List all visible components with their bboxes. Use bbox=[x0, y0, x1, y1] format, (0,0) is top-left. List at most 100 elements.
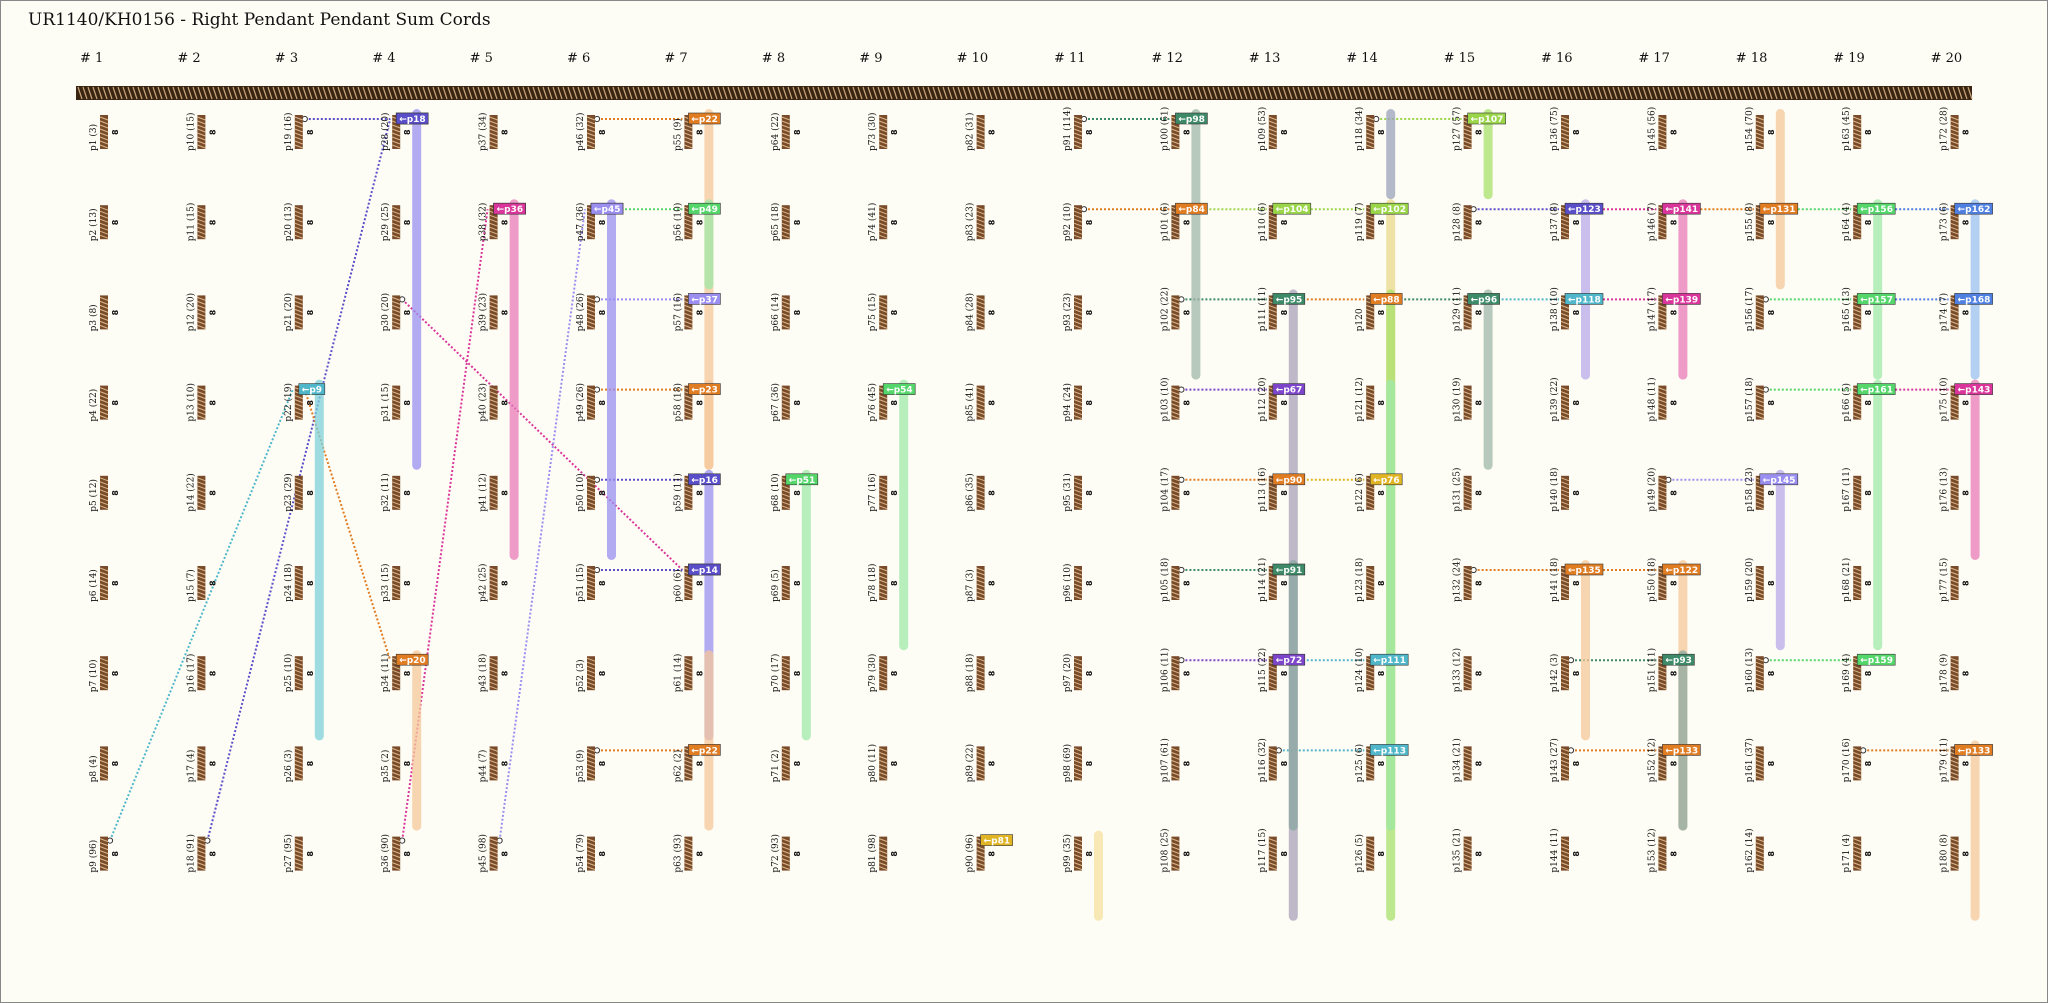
cord-hatch bbox=[1366, 497, 1375, 502]
cord-hatch bbox=[197, 681, 206, 686]
primary-hatch bbox=[277, 86, 283, 100]
cord-hatch bbox=[586, 214, 596, 219]
sum-tag-label: ←p91 bbox=[1276, 566, 1303, 576]
sum-tag: ←p123 bbox=[1564, 202, 1604, 215]
cord-hatch bbox=[1853, 226, 1862, 231]
cord-hatch bbox=[99, 320, 109, 325]
cord-label: p168 (21) bbox=[1841, 558, 1852, 602]
cord-hatch bbox=[1073, 387, 1083, 392]
sum-bar bbox=[1970, 199, 1980, 380]
cord-hatch bbox=[1463, 850, 1472, 855]
cord-body bbox=[1853, 475, 1862, 510]
cord-label: p145 (56) bbox=[1646, 107, 1657, 151]
sum-bar bbox=[509, 199, 519, 560]
cord-hatch bbox=[684, 587, 693, 592]
cord-hatch bbox=[1171, 567, 1180, 572]
cord-hatch bbox=[1658, 304, 1667, 309]
cord-hatch bbox=[1171, 124, 1180, 129]
cord-body bbox=[294, 836, 303, 871]
cord-hatch bbox=[489, 685, 498, 690]
cord-hatch bbox=[489, 583, 498, 588]
cord-hatch bbox=[1560, 866, 1570, 871]
pendant-cord: p144 (11) 8 bbox=[1549, 828, 1581, 872]
cord-hatch bbox=[1950, 497, 1959, 502]
cord-label: p73 (30) bbox=[867, 112, 878, 151]
pendant-cord: p18 (91) 8 bbox=[185, 834, 217, 873]
sum-tag-label: ←p123 bbox=[1568, 205, 1601, 215]
cord-hatch bbox=[879, 403, 888, 408]
cord-label: p146 (7) bbox=[1646, 203, 1657, 242]
cord-mark: 8 bbox=[1962, 580, 1971, 586]
cord-hatch bbox=[1853, 665, 1862, 670]
primary-hatch bbox=[1042, 86, 1048, 100]
pendant-cord: p178 (9) 8 bbox=[1939, 654, 1971, 693]
cord-hatch bbox=[1463, 755, 1472, 760]
primary-hatch bbox=[852, 86, 858, 100]
cord-hatch bbox=[1560, 391, 1570, 396]
group-labels: # 1 # 2 # 3 # 4 # 5 # 6 # 7 # 8 # 9 # 10 # 11 # 12 #… bbox=[80, 51, 1962, 66]
cord-label: p10 (15) bbox=[185, 112, 196, 151]
cord-hatch bbox=[1658, 842, 1667, 847]
primary-hatch bbox=[362, 86, 368, 100]
cord-hatch bbox=[1268, 230, 1277, 235]
sum-tag-box bbox=[1369, 653, 1409, 666]
cord-hatch bbox=[1950, 657, 1959, 662]
sum-bar bbox=[1678, 199, 1688, 380]
cord-hatch bbox=[197, 300, 206, 305]
cord-hatch bbox=[879, 312, 888, 317]
cord-hatch bbox=[879, 669, 888, 674]
cord-hatch bbox=[879, 210, 888, 215]
cord-hatch bbox=[1950, 767, 1959, 772]
primary-hatch bbox=[512, 86, 518, 100]
cord-mark: 8 bbox=[695, 490, 704, 496]
pendant-cord: p78 (18) 8 bbox=[867, 563, 899, 602]
cord-hatch bbox=[781, 759, 790, 764]
cord-hatch bbox=[879, 677, 888, 682]
cord-label: p81 (98) bbox=[867, 834, 878, 873]
cord-mark: 8 bbox=[890, 129, 899, 135]
primary-hatch bbox=[607, 86, 613, 100]
cord-label: p30 (20) bbox=[380, 293, 391, 332]
cord-hatch bbox=[586, 759, 596, 764]
cord-hatch bbox=[781, 681, 790, 686]
cord-label: p72 (93) bbox=[770, 834, 781, 873]
cord-mark: 8 bbox=[1182, 400, 1191, 406]
cord-label: p99 (35) bbox=[1062, 834, 1073, 873]
cord-label: p93 (23) bbox=[1062, 293, 1073, 332]
group-label: # 2 bbox=[177, 51, 200, 66]
primary-hatch bbox=[1412, 86, 1418, 100]
cord-hatch bbox=[197, 296, 206, 301]
link-node bbox=[1665, 476, 1672, 483]
sum-tag-box bbox=[1272, 563, 1306, 576]
cord-hatch bbox=[197, 571, 206, 576]
primary-hatch bbox=[1697, 86, 1703, 100]
pendant-cord: p162 (14) 8 bbox=[1744, 828, 1776, 872]
cord-mark: 8 bbox=[695, 219, 704, 225]
sum-bar bbox=[1288, 560, 1298, 831]
primary-hatch bbox=[332, 86, 338, 100]
cord-label: p123 (18) bbox=[1354, 558, 1365, 602]
cord-label: p51 (15) bbox=[575, 563, 586, 602]
cord-hatch bbox=[489, 497, 498, 502]
cord-hatch bbox=[586, 571, 596, 576]
cord-hatch bbox=[294, 763, 303, 768]
cord-body bbox=[1561, 656, 1569, 691]
cord-hatch bbox=[1268, 316, 1277, 321]
cord-hatch bbox=[1853, 842, 1862, 847]
cord-hatch bbox=[1755, 222, 1764, 227]
cord-hatch bbox=[1073, 403, 1083, 408]
cord-body bbox=[392, 385, 401, 420]
cord-mark: 8 bbox=[111, 129, 120, 135]
primary-hatch bbox=[1242, 86, 1248, 100]
cord-mark: 8 bbox=[793, 400, 802, 406]
cord-hatch bbox=[392, 407, 401, 412]
cord-hatch bbox=[1755, 767, 1764, 772]
link-node bbox=[496, 837, 503, 844]
sum-tag: ←p122 bbox=[1662, 563, 1701, 576]
cord-hatch bbox=[879, 415, 888, 420]
primary-hatch bbox=[1267, 86, 1273, 100]
primary-hatch bbox=[1067, 86, 1073, 100]
cord-hatch bbox=[294, 407, 303, 412]
cord-mark: 8 bbox=[988, 400, 997, 406]
cord-body bbox=[781, 295, 790, 330]
